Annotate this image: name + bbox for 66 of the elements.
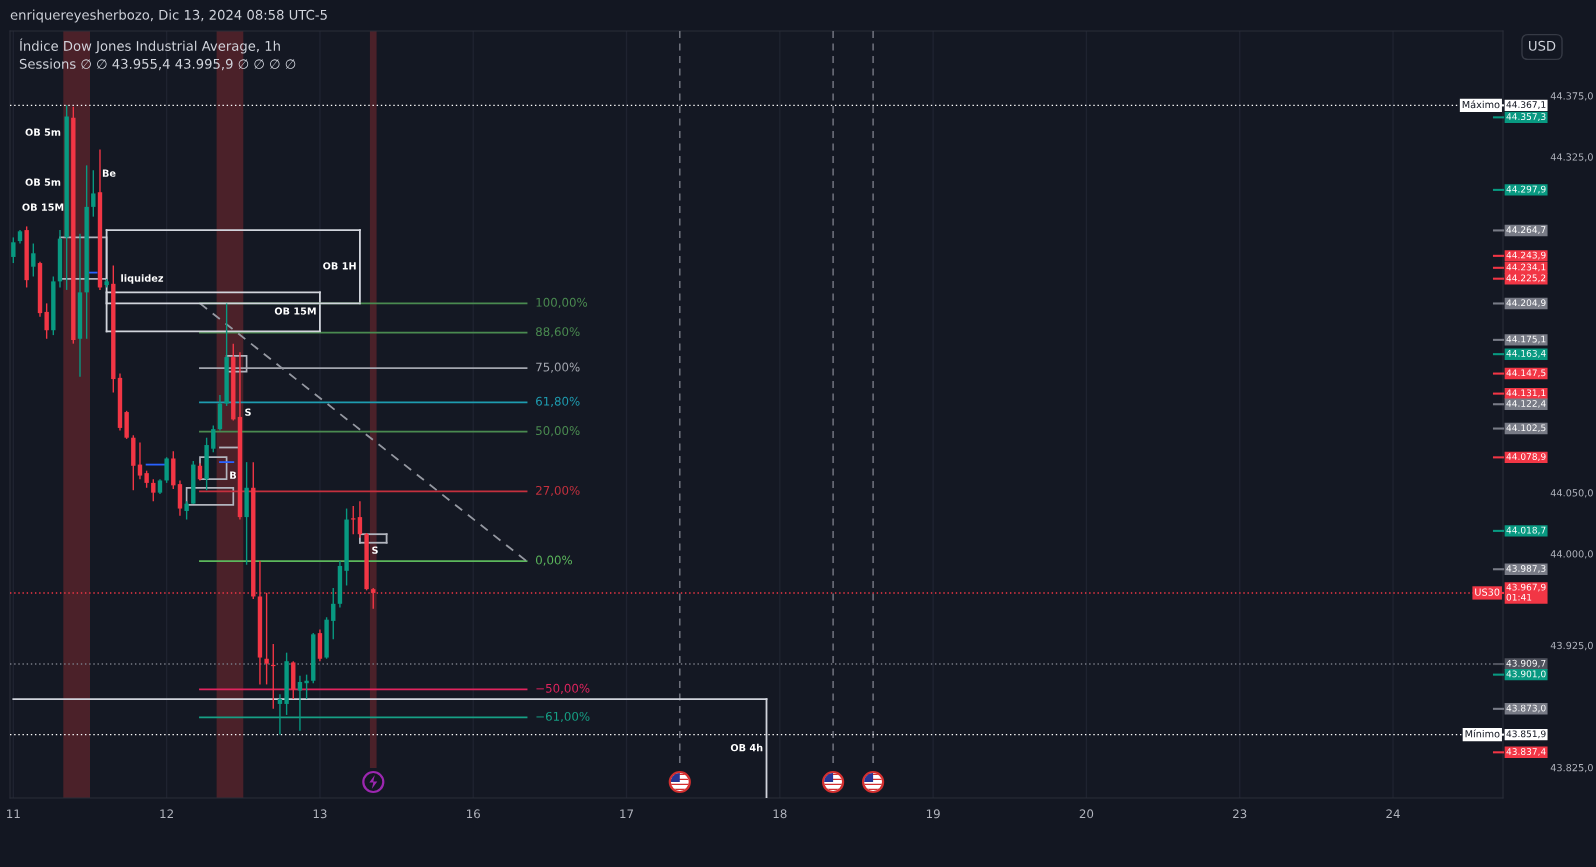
x-tick-label: 16 — [467, 809, 480, 819]
x-tick-label: 20 — [1079, 809, 1094, 819]
series-label: −50,00% — [536, 683, 590, 694]
x-tick-label: 17 — [620, 809, 634, 819]
x-tick-label: 19 — [926, 809, 940, 819]
ref-line-label: 44.264,7 — [1506, 226, 1546, 234]
ref-line-label: 44.234,1 — [1506, 263, 1546, 272]
series-label: −61,00% — [536, 711, 590, 723]
ref-line-label: 44.102,5 — [1506, 424, 1546, 433]
text: USD — [1529, 40, 1556, 51]
y-tick-label: 44.050,0 — [1550, 489, 1593, 498]
ref-line-label: 44.367,1 — [1506, 101, 1546, 109]
annotation: S — [372, 546, 378, 554]
ref-line-label: 44.131,1 — [1506, 389, 1546, 398]
annotation: S — [245, 408, 251, 416]
x-tick-label: 13 — [313, 809, 327, 819]
series-label: 61,80% — [536, 396, 580, 407]
text: Sessions ∅ ∅ 43.955,4 43.995,9 ∅ ∅ ∅ ∅ — [19, 58, 296, 71]
x-tick-label: 18 — [773, 809, 787, 819]
ref-line-label: 44.018,7 — [1506, 526, 1546, 535]
ref-line-label: 44.204,9 — [1506, 299, 1546, 308]
annotation: Be — [102, 169, 116, 177]
ref-line-label: Máximo — [1462, 100, 1500, 109]
y-tick-label: 44.325,0 — [1550, 153, 1593, 162]
text: enriquereyesherbozo, Dic 13, 2024 08:58 UTC-5 — [10, 9, 327, 23]
annotation: liquidez — [121, 274, 164, 284]
series-label: 50,00% — [536, 426, 580, 437]
x-tick-label: 11 — [7, 809, 20, 819]
x-tick-label: 23 — [1233, 809, 1247, 819]
ref-line-label: 44.225,2 — [1506, 274, 1546, 283]
ref-line-label: 43.837,4 — [1506, 748, 1546, 756]
annotation: OB 15M — [274, 307, 316, 315]
ref-line-label: 43.851,9 — [1506, 730, 1546, 739]
series-label: 100,00% — [536, 297, 588, 308]
text: Índice Dow Jones Industrial Average, 1h — [20, 38, 280, 54]
y-tick-label: 43.925,0 — [1550, 641, 1593, 651]
ref-line-label: Mínimo — [1465, 729, 1500, 738]
ref-line-label: 44.163,4 — [1506, 349, 1546, 358]
ref-line-label: 43.909,7 — [1506, 659, 1546, 668]
annotation: OB 1H — [323, 262, 356, 270]
series-label: 88,60% — [536, 327, 580, 338]
ref-line-label: 44.243,9 — [1506, 251, 1546, 260]
annotation: OB 5m — [25, 128, 61, 136]
annotation: OB 15M — [22, 203, 64, 211]
ref-line-label: 44.078,9 — [1506, 453, 1546, 461]
ref-line-label: 44.122,4 — [1506, 400, 1546, 408]
annotation: OB 5m — [25, 178, 61, 186]
series-label: 75,00% — [536, 362, 580, 373]
annotation: OB 4h — [730, 743, 763, 752]
y-tick-label: 44.375,0 — [1550, 92, 1593, 101]
ref-line-label: 43.901,0 — [1506, 670, 1546, 679]
x-tick-label: 12 — [160, 809, 173, 819]
ref-line-label: 43.967,9 01:41 — [1506, 583, 1546, 601]
series-label: 27,00% — [536, 485, 580, 497]
ref-line-label: 44.357,3 — [1506, 113, 1546, 121]
ref-line-label: 44.297,9 — [1506, 185, 1546, 194]
annotation: B — [230, 471, 237, 479]
y-tick-label: 43.825,0 — [1550, 763, 1593, 773]
series-label: 0,00% — [535, 555, 573, 566]
ref-line-label: 43.873,0 — [1506, 704, 1546, 713]
ref-line-label: 44.147,5 — [1506, 369, 1546, 378]
y-tick-label: 44.000,0 — [1550, 550, 1593, 559]
ref-line-label: 44.175,1 — [1506, 335, 1546, 344]
x-tick-label: 24 — [1386, 809, 1400, 819]
ref-line-label: US30 — [1475, 588, 1500, 596]
ref-line-label: 43.987,3 — [1506, 565, 1546, 573]
